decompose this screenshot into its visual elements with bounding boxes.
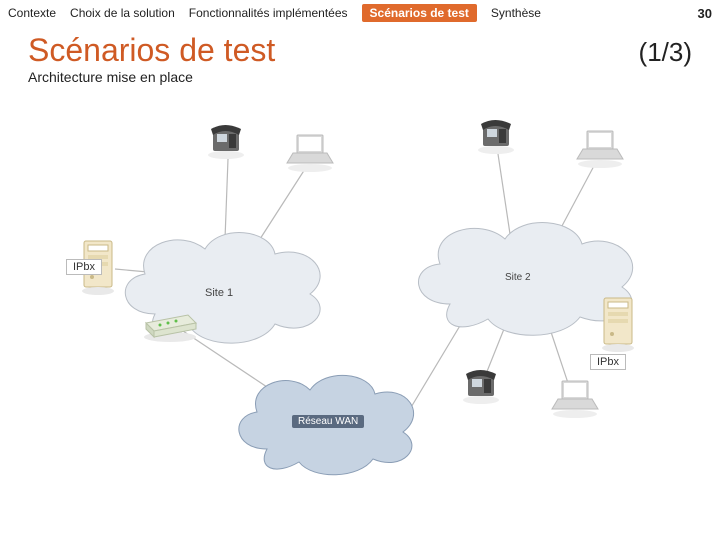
laptop-1 bbox=[285, 131, 335, 178]
pbx-site2 bbox=[598, 294, 640, 359]
page-subtitle: Architecture mise en place bbox=[0, 69, 720, 89]
tab-fonctionnalites[interactable]: Fonctionnalités implémentées bbox=[189, 6, 348, 20]
label-ipbx-1: IPbx bbox=[66, 259, 102, 275]
phone-1 bbox=[205, 119, 247, 166]
laptop-3 bbox=[550, 377, 600, 424]
label-site2: Site 2 bbox=[505, 272, 531, 283]
switch-site1 bbox=[140, 309, 200, 349]
label-site1: Site 1 bbox=[205, 287, 233, 299]
tab-contexte[interactable]: Contexte bbox=[8, 6, 56, 20]
tab-scenarios[interactable]: Scénarios de test bbox=[362, 4, 477, 22]
page-counter: (1/3) bbox=[639, 37, 692, 68]
page-number: 30 bbox=[698, 6, 712, 21]
label-ipbx-2: IPbx bbox=[590, 354, 626, 370]
network-diagram: Site 1 Site 2 Réseau WAN IPbx bbox=[0, 89, 720, 509]
page-title: Scénarios de test bbox=[28, 32, 275, 69]
laptop-2 bbox=[575, 127, 625, 174]
phone-3 bbox=[460, 364, 502, 411]
breadcrumb-tabs: Contexte Choix de la solution Fonctionna… bbox=[0, 0, 720, 26]
tab-synthese[interactable]: Synthèse bbox=[491, 6, 541, 20]
tab-choix[interactable]: Choix de la solution bbox=[70, 6, 175, 20]
label-wan: Réseau WAN bbox=[292, 415, 364, 428]
phone-2 bbox=[475, 114, 517, 161]
